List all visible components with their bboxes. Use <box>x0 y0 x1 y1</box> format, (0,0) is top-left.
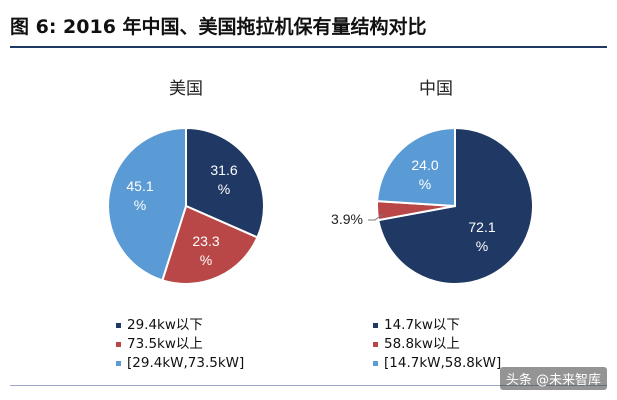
chart-title-china: 中国 <box>419 79 453 99</box>
legend-item: 14.7kw以下 <box>373 316 501 335</box>
pie-data-label: 23.3% <box>192 233 219 268</box>
watermark: 头条 @未来智库 <box>499 367 607 390</box>
pie-data-label: 3.9% <box>331 211 363 227</box>
title-divider <box>10 46 607 48</box>
pie-data-label: 31.6% <box>210 162 237 197</box>
pie-data-label: 72.1% <box>468 219 495 254</box>
legend-label: 73.5kw以上 <box>127 336 203 352</box>
legend-swatch <box>116 342 121 347</box>
bottom-divider <box>10 385 607 386</box>
pie-slice <box>107 126 187 282</box>
legend-item: 73.5kw以上 <box>116 335 244 354</box>
legend-swatch <box>116 361 121 366</box>
pie-slice <box>161 204 259 285</box>
legend-item: 58.8kw以上 <box>373 335 501 354</box>
pie-slice <box>185 126 265 239</box>
legend-label: 58.8kw以上 <box>384 336 460 352</box>
pie-slice <box>376 126 456 208</box>
legend-label: [14.7kW,58.8kW] <box>384 355 502 371</box>
legend-item: 29.4kw以下 <box>116 316 244 335</box>
legend-swatch <box>373 342 378 347</box>
legend-usa: 29.4kw以下 73.5kw以上 [29.4kW,73.5kW] <box>116 316 244 373</box>
pie-data-label: 24.0% <box>411 157 438 192</box>
figure-title: 图 6: 2016 年中国、美国拖拉机保有量结构对比 <box>10 16 427 38</box>
legend-swatch <box>373 361 378 366</box>
pie-leader-line <box>368 213 384 221</box>
legend-swatch <box>373 323 378 328</box>
legend-china: 14.7kw以下 58.8kw以上 [14.7kW,58.8kW] <box>373 316 501 373</box>
legend-label: 29.4kw以下 <box>127 317 203 333</box>
legend-item: [29.4kW,73.5kW] <box>116 354 244 373</box>
legend-label: [29.4kW,73.5kW] <box>127 355 245 371</box>
pie-data-label: 45.1% <box>126 178 153 213</box>
chart-title-usa: 美国 <box>169 79 203 99</box>
legend-item: [14.7kW,58.8kW] <box>373 354 501 373</box>
legend-swatch <box>116 323 121 328</box>
legend-label: 14.7kw以下 <box>384 317 460 333</box>
